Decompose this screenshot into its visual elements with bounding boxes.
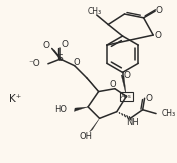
Polygon shape bbox=[121, 75, 126, 96]
Text: Abs: Abs bbox=[121, 94, 132, 99]
Polygon shape bbox=[90, 118, 100, 132]
Text: NH: NH bbox=[126, 118, 139, 127]
FancyBboxPatch shape bbox=[120, 92, 133, 101]
Text: O: O bbox=[110, 80, 116, 89]
Text: O: O bbox=[62, 40, 69, 49]
Text: HO: HO bbox=[54, 105, 67, 114]
Text: K⁺: K⁺ bbox=[9, 94, 21, 104]
Text: O: O bbox=[155, 6, 162, 15]
Text: CH₃: CH₃ bbox=[162, 109, 176, 118]
Text: ⁻O: ⁻O bbox=[28, 59, 40, 68]
Polygon shape bbox=[86, 77, 99, 92]
Polygon shape bbox=[74, 107, 88, 111]
Text: O: O bbox=[42, 41, 49, 50]
Text: CH₃: CH₃ bbox=[88, 7, 102, 16]
Text: O: O bbox=[73, 58, 80, 67]
Text: O: O bbox=[124, 71, 131, 80]
Text: O: O bbox=[155, 30, 161, 40]
Text: O: O bbox=[146, 94, 153, 103]
Text: OH: OH bbox=[80, 132, 93, 141]
Text: S: S bbox=[58, 53, 63, 63]
